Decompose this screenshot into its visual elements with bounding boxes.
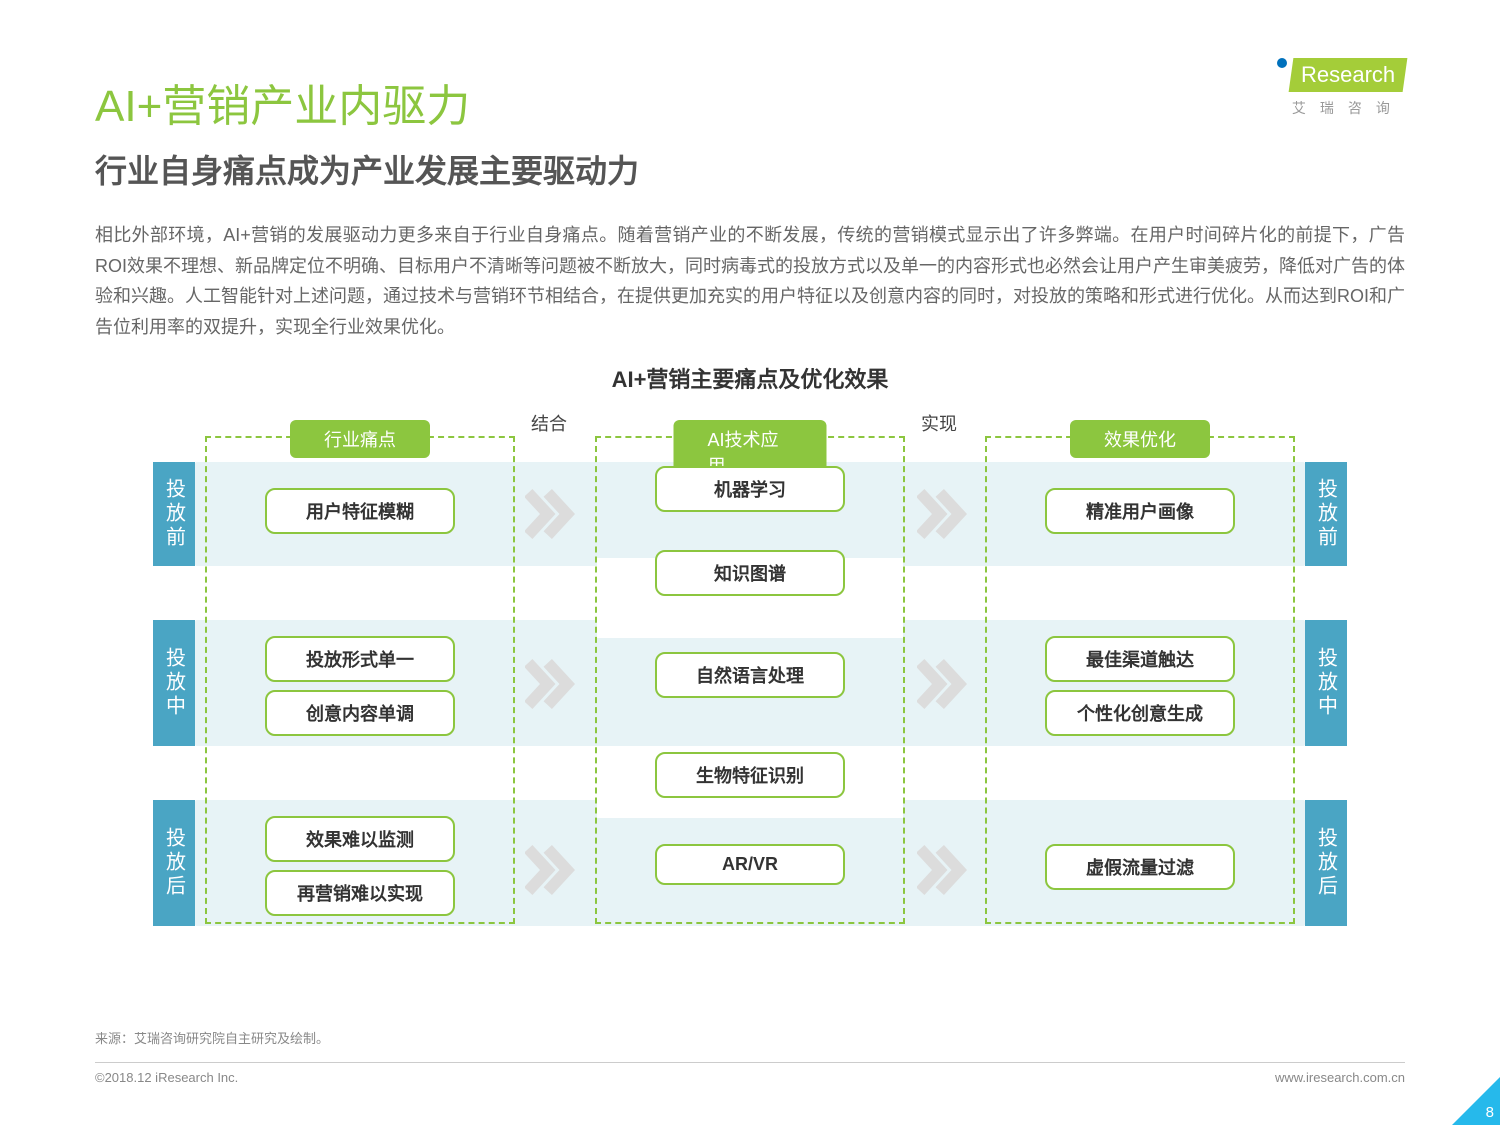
body-paragraph: 相比外部环境，AI+营销的发展驱动力更多来自于行业自身痛点。随着营销产业的不断发…	[95, 220, 1405, 342]
page-title: AI+营销产业内驱力	[95, 70, 1405, 134]
column-header-right: 效果优化	[1070, 420, 1210, 458]
ai-tech-3: 生物特征识别	[655, 752, 845, 798]
flow-diagram: 行业痛点AI技术应用效果优化结合实现投放前投放前投放中投放中投放后投放后用户特征…	[95, 404, 1405, 924]
optimization-1: 最佳渠道触达	[1045, 636, 1235, 682]
footer-right: www.iresearch.com.cn	[1275, 1070, 1405, 1085]
source-note: 来源：艾瑞咨询研究院自主研究及绘制。	[95, 1028, 329, 1047]
connector-label-1: 实现	[921, 410, 957, 436]
stage-right-1: 投放中	[1305, 620, 1347, 746]
stage-left-1: 投放中	[153, 620, 195, 746]
chevron-right-0	[917, 488, 969, 540]
footer-divider	[95, 1062, 1405, 1063]
brand-logo: Research 艾瑞咨询	[1277, 58, 1405, 118]
logo-wordmark: Research	[1288, 58, 1407, 92]
stage-right-0: 投放前	[1305, 462, 1347, 566]
pain-point-2: 创意内容单调	[265, 690, 455, 736]
ai-tech-0: 机器学习	[655, 466, 845, 512]
optimization-3: 虚假流量过滤	[1045, 844, 1235, 890]
pain-point-0: 用户特征模糊	[265, 488, 455, 534]
ai-tech-4: AR/VR	[655, 844, 845, 885]
stage-left-2: 投放后	[153, 800, 195, 926]
stage-left-0: 投放前	[153, 462, 195, 566]
chevron-right-2	[917, 844, 969, 896]
optimization-0: 精准用户画像	[1045, 488, 1235, 534]
chevron-left-1	[525, 658, 577, 710]
pain-point-3: 效果难以监测	[265, 816, 455, 862]
logo-subtext: 艾瑞咨询	[1277, 98, 1405, 118]
diagram-title: AI+营销主要痛点及优化效果	[95, 362, 1405, 394]
pain-point-1: 投放形式单一	[265, 636, 455, 682]
chevron-left-0	[525, 488, 577, 540]
ai-tech-2: 自然语言处理	[655, 652, 845, 698]
footer-left: ©2018.12 iResearch Inc.	[95, 1070, 238, 1085]
stage-right-2: 投放后	[1305, 800, 1347, 926]
ai-tech-1: 知识图谱	[655, 550, 845, 596]
chevron-right-1	[917, 658, 969, 710]
page-number: 8	[1486, 1104, 1494, 1121]
page-subtitle: 行业自身痛点成为产业发展主要驱动力	[95, 146, 1405, 192]
optimization-2: 个性化创意生成	[1045, 690, 1235, 736]
column-header-left: 行业痛点	[290, 420, 430, 458]
pain-point-4: 再营销难以实现	[265, 870, 455, 916]
connector-label-0: 结合	[531, 410, 567, 436]
chevron-left-2	[525, 844, 577, 896]
logo-dot-icon	[1277, 58, 1287, 68]
